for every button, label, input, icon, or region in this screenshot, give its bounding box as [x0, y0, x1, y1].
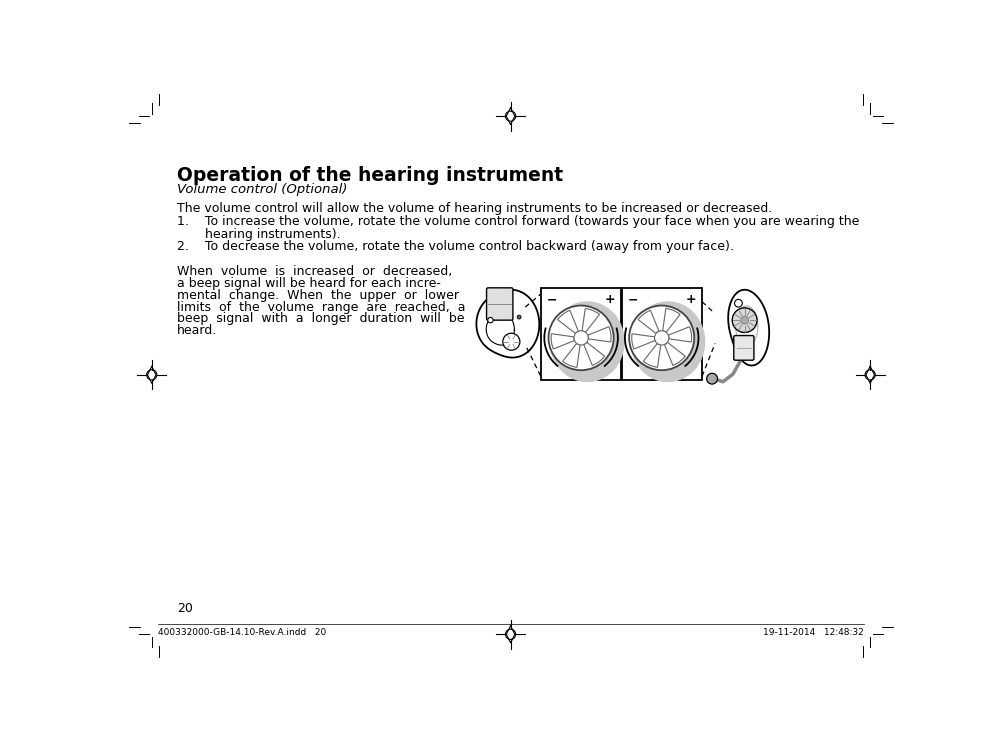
Wedge shape [551, 334, 574, 349]
Circle shape [732, 308, 757, 332]
Wedge shape [643, 343, 661, 367]
Text: heard.: heard. [177, 325, 217, 337]
Text: −: − [546, 293, 557, 306]
Wedge shape [557, 311, 578, 334]
Text: −: − [627, 293, 638, 306]
Text: beep  signal  with  a  longer  duration  will  be: beep signal with a longer duration will … [177, 313, 465, 325]
Wedge shape [582, 308, 599, 332]
Wedge shape [632, 334, 655, 349]
Polygon shape [728, 290, 769, 366]
Wedge shape [668, 327, 692, 342]
Wedge shape [663, 308, 680, 332]
Circle shape [707, 373, 718, 384]
Ellipse shape [550, 302, 625, 382]
Text: The volume control will allow the volume of hearing instruments to be increased : The volume control will allow the volume… [177, 202, 773, 215]
Text: a beep signal will be heard for each incre-: a beep signal will be heard for each inc… [177, 276, 442, 290]
Circle shape [488, 317, 494, 323]
Ellipse shape [630, 302, 705, 382]
Circle shape [548, 305, 613, 370]
Circle shape [735, 299, 743, 307]
Circle shape [517, 315, 521, 319]
Circle shape [655, 331, 669, 345]
Text: 2.    To decrease the volume, rotate the volume control backward (away from your: 2. To decrease the volume, rotate the vo… [177, 240, 734, 253]
Text: hearing instruments).: hearing instruments). [177, 228, 341, 241]
Circle shape [502, 334, 519, 350]
Bar [622, 288, 702, 380]
Text: +: + [605, 293, 615, 306]
Wedge shape [588, 327, 611, 342]
Text: 1.    To increase the volume, rotate the volume control forward (towards your fa: 1. To increase the volume, rotate the vo… [177, 215, 859, 228]
FancyBboxPatch shape [487, 288, 512, 320]
Circle shape [629, 305, 694, 370]
Text: mental  change.  When  the  upper  or  lower: mental change. When the upper or lower [177, 288, 460, 302]
Text: When  volume  is  increased  or  decreased,: When volume is increased or decreased, [177, 265, 453, 278]
Bar [541, 288, 621, 380]
Wedge shape [584, 343, 605, 366]
Text: 20: 20 [177, 602, 193, 615]
Text: Volume control (Optional): Volume control (Optional) [177, 183, 348, 196]
FancyBboxPatch shape [734, 336, 754, 360]
Wedge shape [664, 343, 685, 366]
Text: 400332000-GB-14.10-Rev.A.indd   20: 400332000-GB-14.10-Rev.A.indd 20 [158, 628, 326, 637]
Text: 19-11-2014   12:48:32: 19-11-2014 12:48:32 [764, 628, 864, 637]
Polygon shape [477, 290, 539, 357]
Text: limits  of  the  volume  range  are  reached,  a: limits of the volume range are reached, … [177, 300, 466, 314]
Text: +: + [686, 293, 696, 306]
Wedge shape [638, 311, 659, 334]
Circle shape [741, 317, 749, 324]
Wedge shape [562, 343, 580, 367]
Circle shape [574, 331, 588, 345]
Text: Operation of the hearing instrument: Operation of the hearing instrument [177, 166, 563, 185]
